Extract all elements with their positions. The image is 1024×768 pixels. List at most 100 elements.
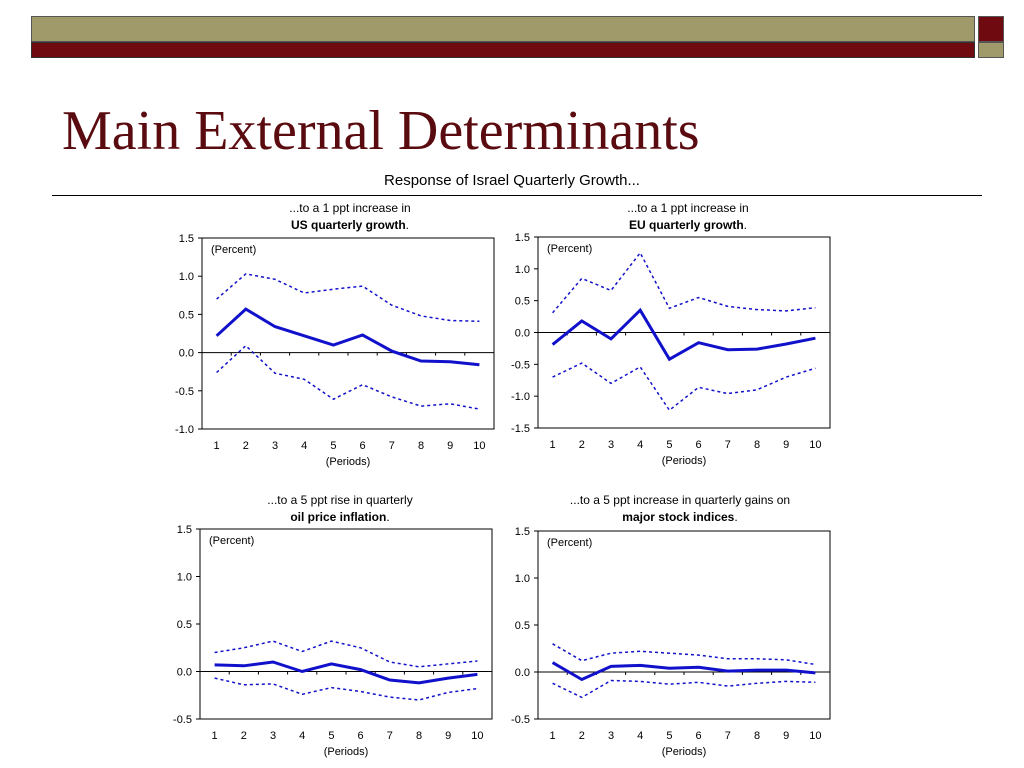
panel-1-title-line1: ...to a 1 ppt increase in: [289, 201, 411, 215]
panel-4-x-tick-label: 4: [637, 730, 643, 742]
panel-1-x-axis-label: (Periods): [326, 456, 371, 468]
panel-2-x-tick-label: 3: [608, 439, 614, 451]
corner-square-olive: [978, 42, 1004, 58]
panel-2-unit-label: (Percent): [547, 243, 592, 255]
panel-3-upper-band-line: [214, 640, 478, 668]
panel-4-x-tick-label: 7: [725, 730, 731, 742]
panel-4-point-estimate-line: [551, 661, 816, 682]
panel-1-x-tick-label: 9: [447, 440, 453, 452]
panel-2-x-tick-label: 2: [579, 439, 585, 451]
panel-4-x-tick-label: 9: [783, 730, 789, 742]
panel-4-y-tick-label: -0.5: [511, 714, 530, 726]
panel-4-title-line1: ...to a 5 ppt increase in quarterly gain…: [569, 493, 791, 507]
panel-2-y-tick-label: 1.5: [515, 232, 530, 244]
panel-4-y-tick-label: 1.0: [515, 573, 530, 585]
panel-3-unit-label: (Percent): [209, 535, 254, 547]
panel-2-x-tick-label: 1: [550, 439, 556, 451]
panel-1-plot-frame: [201, 237, 495, 430]
panel-4-x-tick-label: 10: [809, 730, 821, 742]
panel-4-unit-label: (Percent): [547, 537, 592, 549]
panel-3-x-tick-label: 4: [299, 730, 305, 742]
panel-4-x-tick-label: 8: [754, 730, 760, 742]
panel-1-title: ...to a 1 ppt increase in US quarterly g…: [200, 200, 500, 234]
slide-subtitle: Response of Israel Quarterly Growth...: [384, 172, 640, 189]
panel-3-title-bold: oil price inflation: [290, 510, 387, 524]
panel-3-y-tick-label: 0.5: [177, 619, 192, 631]
panel-3-title-suffix: .: [386, 510, 390, 524]
panel-4-title: ...to a 5 ppt increase in quarterly gain…: [530, 492, 830, 526]
panel-1-y-tick-label: -0.5: [175, 386, 194, 398]
panel-3-x-tick-label: 2: [241, 730, 247, 742]
panel-1-title-bold: US quarterly growth: [290, 218, 406, 232]
panel-2-y-tick-label: -0.5: [511, 359, 530, 371]
panel-3-y-tick-label: 1.5: [177, 524, 192, 536]
header-bar: [31, 16, 975, 58]
panel-2-x-tick-label: 9: [783, 439, 789, 451]
panel-2-x-tick-label: 5: [666, 439, 672, 451]
panel-3-x-tick-label: 9: [445, 730, 451, 742]
panel-2-x-axis-label: (Periods): [662, 455, 707, 467]
panel-1-x-tick-label: 5: [330, 440, 336, 452]
panel-2-title: ...to a 1 ppt increase in EU quarterly g…: [538, 200, 838, 234]
panel-3-y-tick-label: 1.0: [177, 572, 192, 584]
panel-2-title-line1: ...to a 1 ppt increase in: [627, 201, 749, 215]
panel-1-x-tick-label: 3: [272, 440, 278, 452]
panel-2-x-tick-label: 4: [637, 439, 643, 451]
panel-1-x-tick-label: 1: [214, 440, 220, 452]
panel-1-point-estimate-line: [215, 307, 480, 367]
panel-2-x-tick-label: 7: [725, 439, 731, 451]
panel-3-point-estimate-line: [214, 660, 478, 685]
panel-4-x-tick-label: 2: [579, 730, 585, 742]
panel-2-y-tick-label: -1.0: [511, 391, 530, 403]
panel-4-upper-band-line: [552, 643, 816, 666]
corner-square-maroon: [978, 16, 1004, 42]
panel-2-lower-band-line: [552, 362, 816, 412]
panel-3-x-tick-label: 10: [471, 730, 483, 742]
panel-1-x-tick-label: 7: [389, 440, 395, 452]
subtitle-rule: [52, 195, 982, 196]
panel-3-x-tick-label: 1: [212, 730, 218, 742]
panel-4-y-tick-label: 0.0: [515, 667, 530, 679]
panel-3-x-tick-label: 7: [387, 730, 393, 742]
panel-1-x-tick-label: 8: [418, 440, 424, 452]
slide-title: Main External Determinants: [62, 100, 700, 162]
header-maroon-band: [31, 42, 975, 58]
panel-3-x-axis-label: (Periods): [324, 746, 369, 758]
panel-3-y-tick-label: -0.5: [173, 714, 192, 726]
panel-3-title-line1: ...to a 5 ppt rise in quarterly: [267, 493, 413, 507]
panel-4-plot-frame: [537, 530, 831, 720]
panel-2-title-bold: EU quarterly growth: [628, 218, 744, 232]
panel-4-x-tick-label: 5: [666, 730, 672, 742]
panel-1-y-tick-label: 0.0: [179, 348, 194, 360]
panel-4-x-axis-label: (Periods): [662, 746, 707, 758]
panel-1-y-tick-label: 1.5: [179, 233, 194, 245]
panel-1-title-suffix: .: [405, 218, 410, 232]
panel-1-lower-band-line: [216, 344, 480, 410]
panel-1-unit-label: (Percent): [211, 244, 256, 256]
panel-2-y-tick-label: 1.0: [515, 264, 530, 276]
panel-2-upper-band-line: [552, 251, 816, 314]
panel-2-y-tick-label: 0.0: [515, 328, 530, 340]
panel-2-y-tick-label: 0.5: [515, 296, 530, 308]
panel-3-plot-frame: [199, 528, 493, 720]
panel-4-lower-band-line: [552, 679, 816, 699]
panel-3-x-tick-label: 3: [270, 730, 276, 742]
panel-2-x-tick-label: 10: [809, 439, 821, 451]
panel-2-point-estimate-line: [551, 307, 816, 362]
panel-2-x-tick-label: 6: [696, 439, 702, 451]
panel-3-x-tick-label: 6: [358, 730, 364, 742]
panel-4-x-tick-label: 3: [608, 730, 614, 742]
panel-1-y-tick-label: 1.0: [179, 271, 194, 283]
panel-1-y-tick-label: -1.0: [175, 424, 194, 436]
panel-2-title-suffix: .: [743, 218, 748, 232]
panel-2-y-tick-label: -1.5: [511, 423, 530, 435]
panel-3-title: ...to a 5 ppt rise in quarterly oil pric…: [190, 492, 490, 526]
panel-4-y-tick-label: 0.5: [515, 620, 530, 632]
panel-4-title-bold: major stock indices: [622, 510, 735, 524]
panel-1-y-tick-label: 0.5: [179, 309, 194, 321]
panel-2-x-tick-label: 8: [754, 439, 760, 451]
panel-3-y-tick-label: 0.0: [177, 667, 192, 679]
